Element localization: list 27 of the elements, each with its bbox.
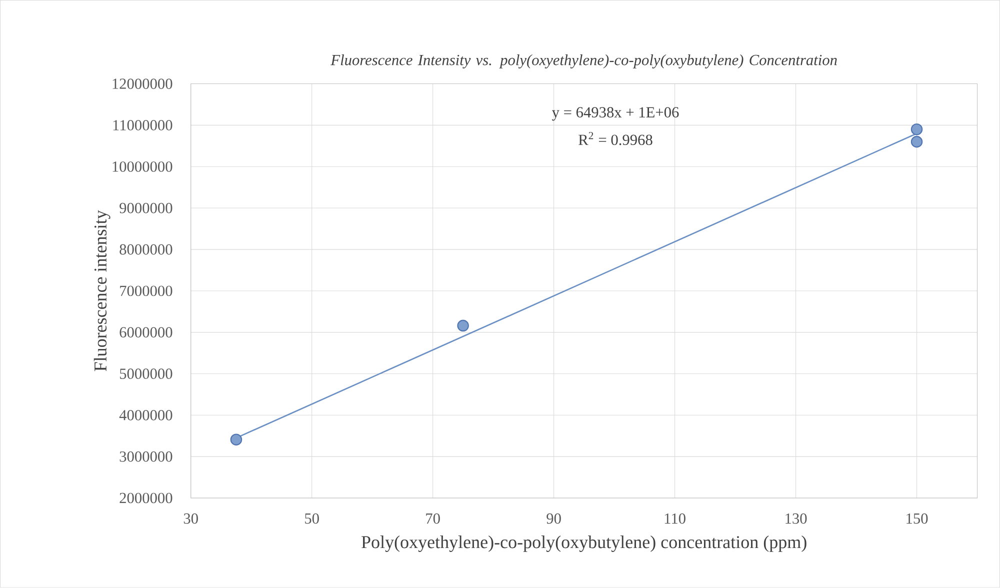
y-tick-label: 11000000 xyxy=(113,120,172,130)
x-tick-label: 130 xyxy=(786,513,807,524)
y-tick-label: 12000000 xyxy=(112,78,172,90)
y-tick-label: 7000000 xyxy=(120,286,172,296)
y-tick-label: 10000000 xyxy=(112,162,172,172)
point xyxy=(457,320,469,332)
y-tick-label: 3000000 xyxy=(120,452,172,462)
point xyxy=(230,434,242,446)
x-tick-label: 90 xyxy=(546,513,561,524)
y-tick-label: 5000000 xyxy=(120,368,172,379)
x-axis-title: Poly(oxyethylene)-co-poly(oxybutylene) concentration (ppm) xyxy=(362,536,806,552)
annotation: R$^{2}$ = 0.9968 xyxy=(578,132,652,146)
y-tick-label: 6000000 xyxy=(120,327,172,338)
point xyxy=(910,124,923,136)
y-tick-label: 4000000 xyxy=(119,410,172,420)
x-tick-label: 30 xyxy=(184,513,198,524)
x-tick-label: 150 xyxy=(906,513,928,524)
point xyxy=(910,136,923,148)
x-tick-label: 70 xyxy=(426,513,440,524)
y-tick-label: 2000000 xyxy=(120,492,172,504)
x-tick-label: 110 xyxy=(664,513,686,524)
x-tick-label: 50 xyxy=(305,513,319,524)
annotation: y = 64938x + 1E+06 xyxy=(552,107,679,121)
y-tick-label: 9000000 xyxy=(120,202,172,214)
y-tick-label: 8000000 xyxy=(120,244,172,255)
chart-title: Fluorescence Intensity vs. poly(oxyethylene)-co-poly(oxybutylene) Concentration xyxy=(330,54,837,68)
y-axis-title: Fluorescence intensity xyxy=(94,210,110,372)
